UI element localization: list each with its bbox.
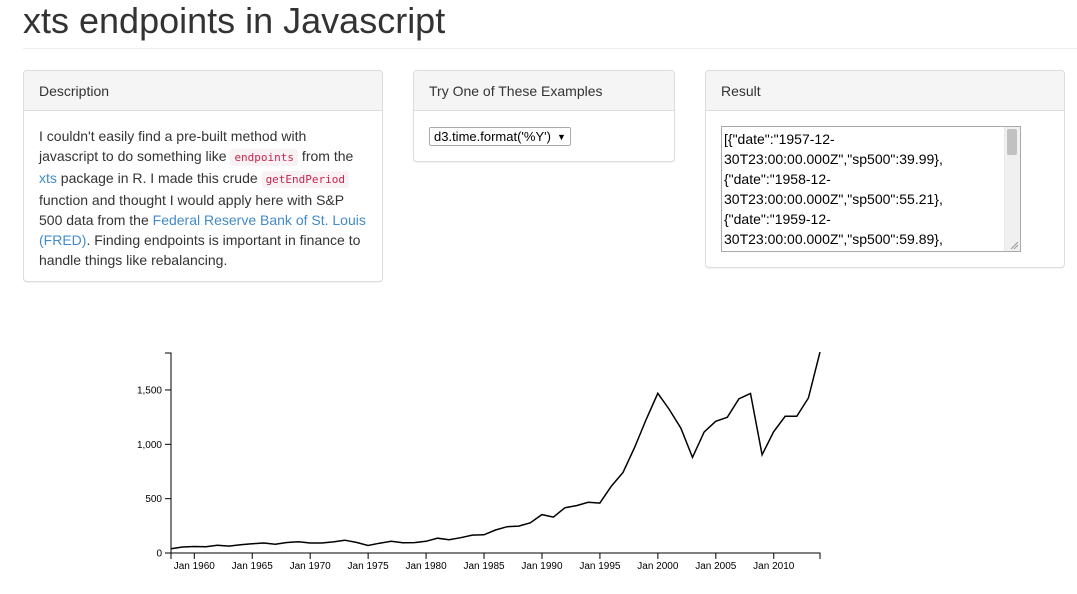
x-tick-label: Jan 2005 <box>695 561 737 572</box>
result-line: {"date":"1959-12- <box>724 211 831 227</box>
description-text-2: from the <box>298 148 354 164</box>
x-tick-label: Jan 1995 <box>579 561 621 572</box>
result-textarea[interactable]: [{"date":"1957-12- 30T23:00:00.000Z","sp… <box>721 126 1021 252</box>
result-line: [{"date":"1957-12- <box>724 131 835 147</box>
y-tick-label: 500 <box>145 494 162 505</box>
code-getendperiod: getEndPeriod <box>261 171 350 188</box>
examples-panel: Try One of These Examples d3.time.format… <box>413 70 675 162</box>
x-tick-label: Jan 1965 <box>232 561 274 572</box>
result-heading: Result <box>706 71 1064 111</box>
description-text: I couldn't easily find a pre-built metho… <box>39 126 367 270</box>
result-scroll-thumb[interactable] <box>1007 129 1017 155</box>
code-endpoints: endpoints <box>230 149 299 166</box>
x-tick-label: Jan 2000 <box>637 561 679 572</box>
x-axis: Jan 1960 Jan 1965 Jan 1970 Jan 1975 Jan 1980… <box>170 552 821 572</box>
examples-heading: Try One of These Examples <box>414 71 674 111</box>
dropdown-arrow-icon: ▼ <box>556 132 566 142</box>
description-body: I couldn't easily find a pre-built metho… <box>24 111 382 285</box>
x-tick-label: Jan 1970 <box>290 561 332 572</box>
fred-link[interactable]: Federal Reserve Bank of St. Louis (FRED) <box>39 212 366 248</box>
description-text-4: function and thought I would apply here … <box>39 192 344 228</box>
sp500-series-line <box>170 351 821 550</box>
title-divider <box>23 48 1077 49</box>
result-panel: Result [{"date":"1957-12- 30T23:00:00.00… <box>705 70 1065 268</box>
x-tick-label: Jan 1975 <box>348 561 390 572</box>
y-axis-line <box>165 352 172 554</box>
description-text-1: I couldn't easily find a pre-built metho… <box>39 128 307 164</box>
y-axis: 0 500 1,000 1,500 <box>137 352 172 560</box>
description-text-5: . Finding endpoints is important in fina… <box>39 232 361 268</box>
x-tick-label: Jan 2010 <box>753 561 795 572</box>
x-tick-label: Jan 1960 <box>174 561 216 572</box>
y-tick-label: 1,500 <box>137 385 162 396</box>
result-line: 30T23:00:00.000Z","sp500":55.21}, <box>724 191 943 207</box>
resize-grip-icon[interactable] <box>1009 240 1019 250</box>
x-axis-line <box>170 552 821 559</box>
y-tick-label: 0 <box>156 549 162 560</box>
result-body: [{"date":"1957-12- 30T23:00:00.000Z","sp… <box>706 111 1064 267</box>
x-tick-label: Jan 1980 <box>406 561 448 572</box>
result-line: 30T23:00:00.000Z","sp500":59.89}, <box>724 231 943 247</box>
description-panel: Description I couldn't easily find a pre… <box>23 70 383 282</box>
description-heading: Description <box>24 71 382 111</box>
result-line: 30T23:00:00.000Z","sp500":39.99}, <box>724 151 943 167</box>
y-tick-label: 1,000 <box>137 440 162 451</box>
x-tick-label: Jan 1990 <box>521 561 563 572</box>
description-text-3: package in R. I made this crude <box>56 170 262 186</box>
page-title: xts endpoints in Javascript <box>23 0 446 41</box>
x-tick-label: Jan 1985 <box>463 561 505 572</box>
result-scrollbar[interactable] <box>1004 127 1020 251</box>
examples-body: d3.time.format('%Y') ▼ <box>414 111 674 161</box>
example-select[interactable]: d3.time.format('%Y') ▼ <box>429 127 571 146</box>
example-select-value: d3.time.format('%Y') <box>434 129 551 144</box>
result-line: {"date":"1958-12- <box>724 171 831 187</box>
xts-link[interactable]: xts <box>39 170 57 186</box>
